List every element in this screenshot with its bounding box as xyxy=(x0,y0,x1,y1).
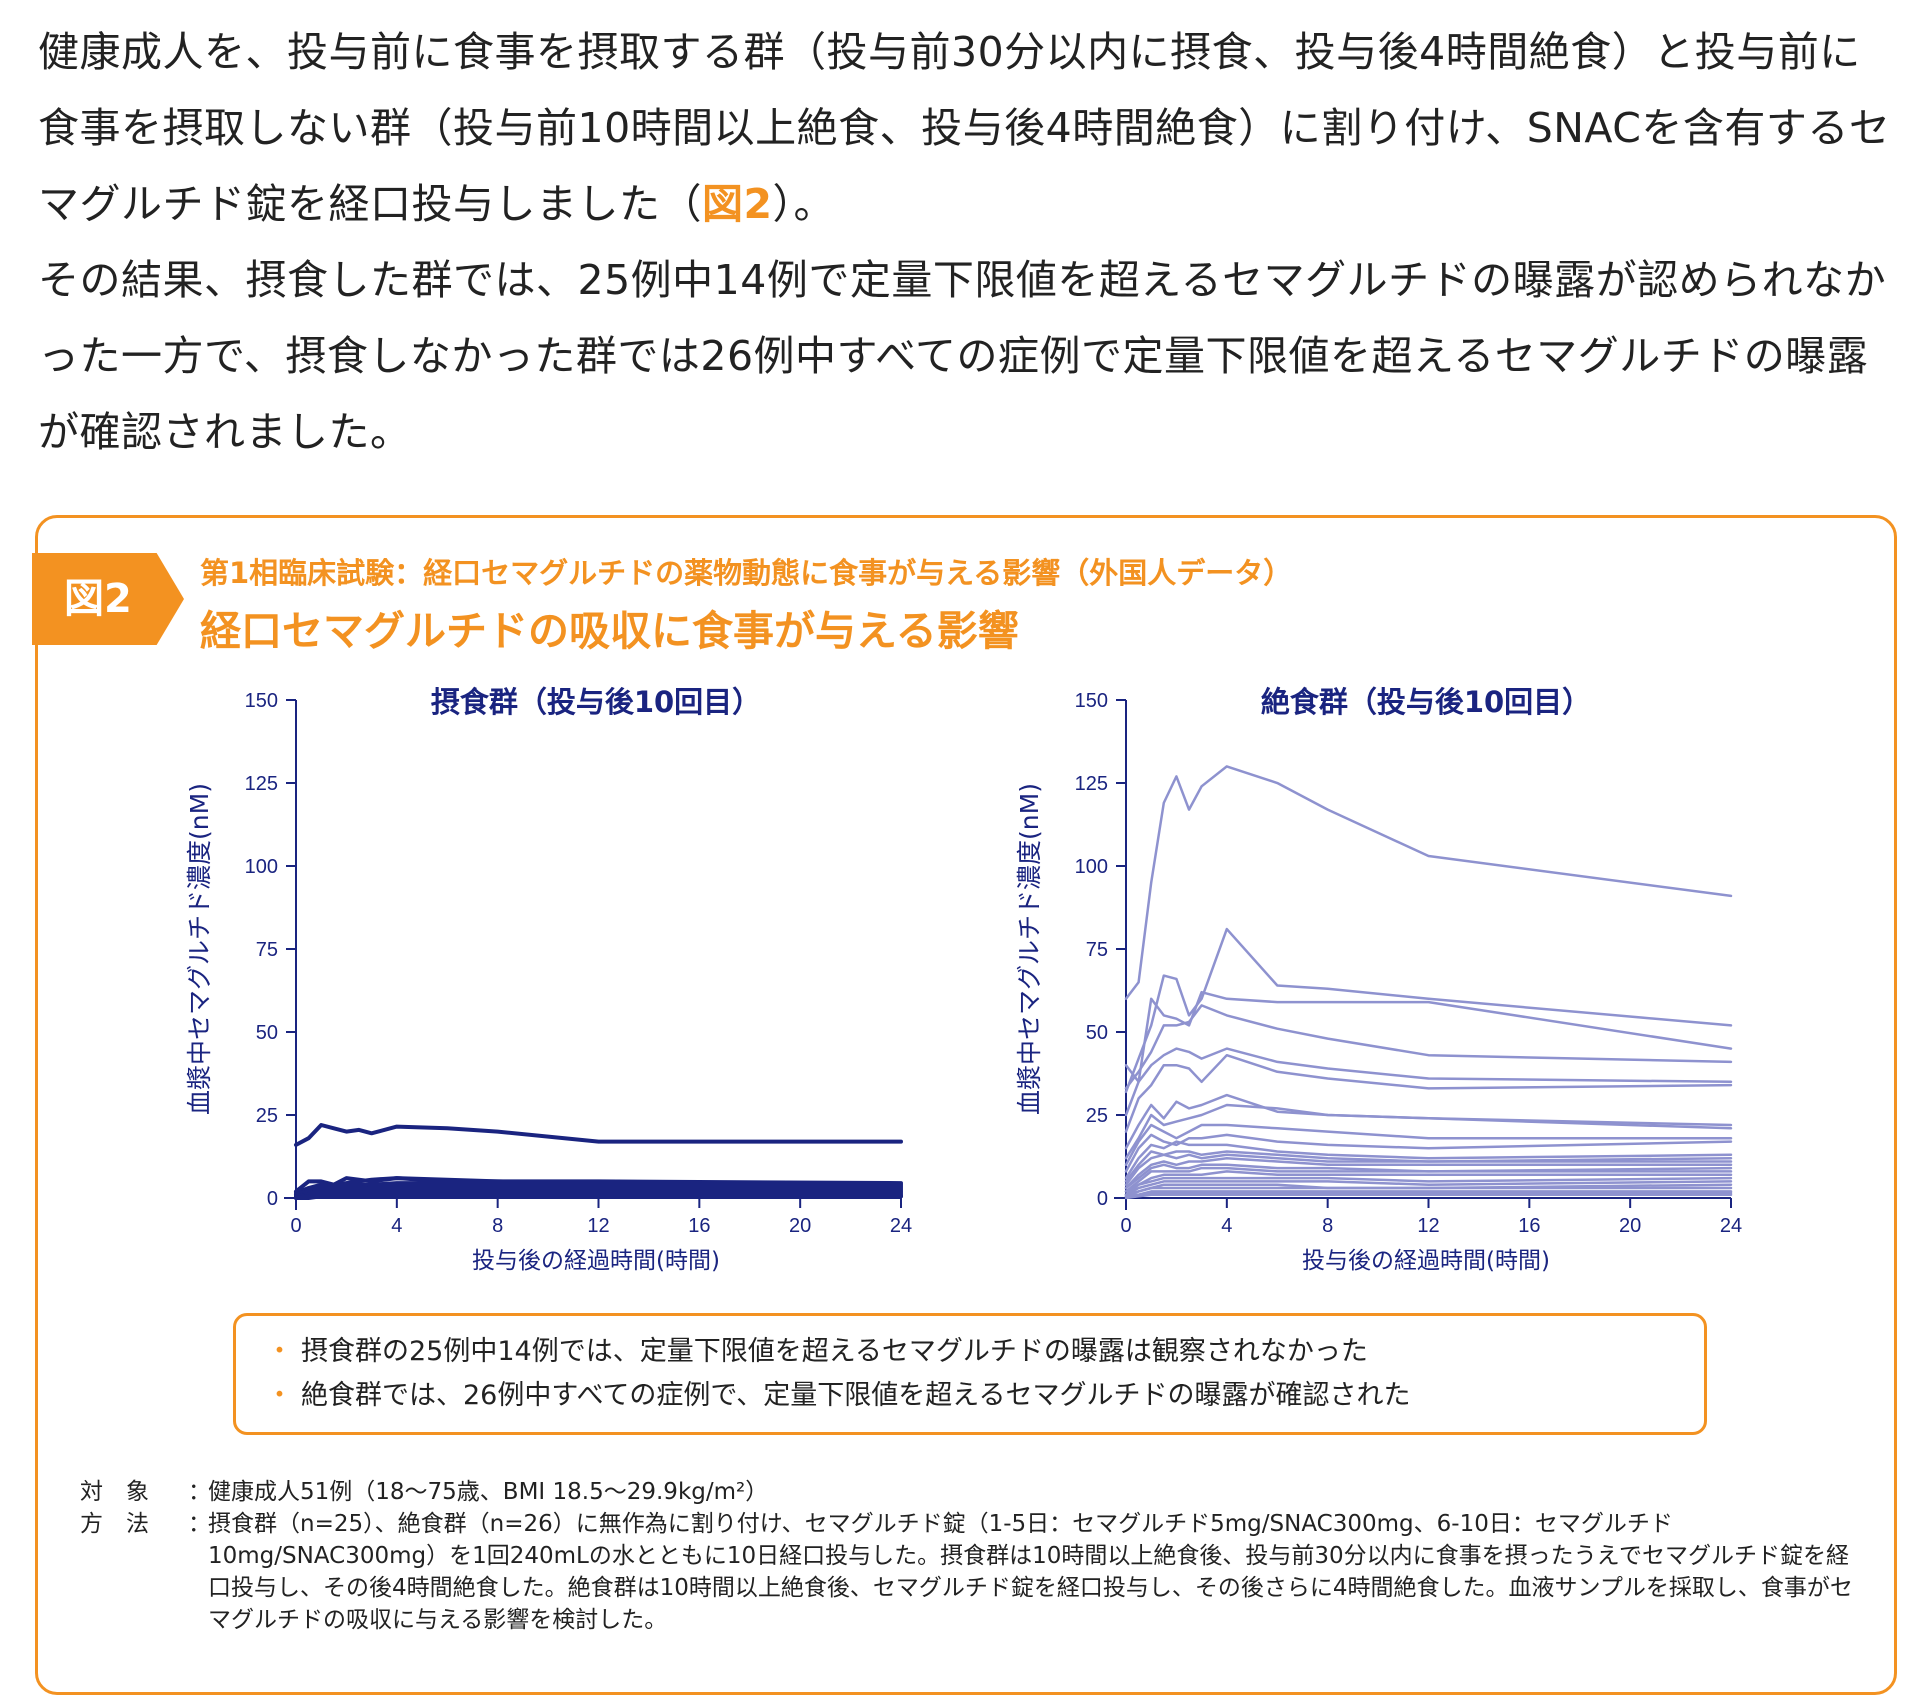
x-tick-label: 20 xyxy=(789,1215,811,1237)
subject-row: 対 象： 健康成人51例（18〜75歳、BMI 18.5〜29.9kg/m²） xyxy=(80,1476,1860,1508)
y-tick-label: 25 xyxy=(1086,1105,1108,1127)
x-tick-label: 16 xyxy=(688,1215,710,1237)
intro-paragraph-2: その結果、摂食した群では、25例中14例で定量下限値を超えるセマグルチドの曝露が… xyxy=(38,256,1887,456)
summary-text: 絶食群では、26例中すべての症例で、定量下限値を超えるセマグルチドの曝露が確認さ… xyxy=(301,1380,1411,1411)
y-tick-label: 0 xyxy=(1097,1188,1108,1210)
series-line xyxy=(1124,990,1733,1084)
series-line xyxy=(1124,1180,1733,1196)
series-line xyxy=(1124,1093,1733,1150)
x-tick-label: 0 xyxy=(290,1215,301,1237)
series-line xyxy=(1124,1191,1733,1198)
y-tick-label: 150 xyxy=(1075,690,1108,712)
series-line xyxy=(1124,1047,1733,1117)
method-label: 方 法 xyxy=(80,1511,149,1537)
y-tick-label: 50 xyxy=(1086,1022,1108,1044)
summary-item: ・摂食群の25例中14例では、定量下限値を超えるセマグルチドの曝露は観察されなか… xyxy=(266,1330,1704,1374)
figure-subtitle: 第1相臨床試験：経口セマグルチドの薬物動態に食事が与える影響（外国人データ） xyxy=(200,556,1293,590)
series-line xyxy=(1124,1163,1733,1190)
y-tick-label: 25 xyxy=(256,1105,278,1127)
series-line xyxy=(1124,1053,1733,1133)
series-line xyxy=(1124,1133,1733,1173)
figure-tag: 図2 xyxy=(32,553,184,645)
intro-paragraph-1: 健康成人を、投与前に食事を摂取する群（投与前30分以内に摂食、投与後4時間絶食）… xyxy=(38,14,1898,242)
y-tick-label: 125 xyxy=(1075,773,1108,795)
method-row: 方 法： 摂食群（n=25）、絶食群（n=26）に無作為に割り付け、セマグルチド… xyxy=(80,1508,1860,1636)
bullet: ・ xyxy=(266,1336,293,1367)
y-tick-label: 125 xyxy=(245,773,278,795)
x-tick-label: 0 xyxy=(1120,1215,1131,1237)
series-line xyxy=(294,1123,903,1147)
series-line xyxy=(1124,1150,1733,1183)
x-tick-label: 4 xyxy=(391,1215,402,1237)
subject-label: 対 象 xyxy=(80,1479,149,1505)
study-footnote: 対 象： 健康成人51例（18〜75歳、BMI 18.5〜29.9kg/m²） … xyxy=(80,1476,1860,1636)
series-line xyxy=(1124,765,1733,1001)
x-axis-label: 投与後の経過時間(時間) xyxy=(472,1248,720,1274)
figure-title: 経口セマグルチドの吸収に食事が与える影響 xyxy=(200,607,1019,655)
y-tick-label: 150 xyxy=(245,690,278,712)
x-tick-label: 4 xyxy=(1221,1215,1232,1237)
y-tick-label: 0 xyxy=(267,1188,278,1210)
x-tick-label: 12 xyxy=(1417,1215,1439,1237)
intro-text-a: 健康成人を、投与前に食事を摂取する群（投与前30分以内に摂食、投与後4時間絶食）… xyxy=(38,28,1891,228)
series-line xyxy=(1124,1123,1733,1167)
series-line xyxy=(1124,1176,1733,1196)
y-tick-label: 100 xyxy=(1075,856,1108,878)
y-axis-label: 血漿中セマグルチド濃度(nM) xyxy=(185,783,214,1115)
series-line xyxy=(1124,1156,1733,1190)
chart-title: 絶食群（投与後10回目） xyxy=(1261,685,1591,719)
series-line xyxy=(1124,1140,1733,1180)
series-line xyxy=(294,1176,903,1195)
y-tick-label: 50 xyxy=(256,1022,278,1044)
summary-item: ・絶食群では、26例中すべての症例で、定量下限値を超えるセマグルチドの曝露が確認… xyxy=(266,1374,1704,1418)
series-line xyxy=(1124,1193,1733,1200)
y-tick-label: 75 xyxy=(256,939,278,961)
fasted-group-chart: 0 25 50 75 100 125 150 0 4 8 12 16 20 24 絶食群（投与後10回目） 投… xyxy=(1015,685,1742,1274)
fed-group-chart: 0 25 50 75 100 125 150 0 4 8 12 16 20 24 摂食群（投与後10回目） 投… xyxy=(185,685,912,1274)
series-line xyxy=(1124,1103,1733,1160)
x-tick-label: 24 xyxy=(1720,1215,1742,1237)
bullet: ・ xyxy=(266,1380,293,1411)
subject-text: 健康成人51例（18〜75歳、BMI 18.5〜29.9kg/m²） xyxy=(208,1479,769,1505)
series-line xyxy=(1124,1153,1733,1186)
x-tick-label: 16 xyxy=(1518,1215,1540,1237)
x-tick-label: 12 xyxy=(587,1215,609,1237)
intro-text-b: ）。 xyxy=(772,180,836,228)
x-tick-label: 8 xyxy=(492,1215,503,1237)
series-line xyxy=(1124,1170,1733,1193)
x-tick-label: 24 xyxy=(890,1215,912,1237)
series-line xyxy=(1124,1190,1733,1198)
y-tick-label: 75 xyxy=(1086,939,1108,961)
summary-text: 摂食群の25例中14例では、定量下限値を超えるセマグルチドの曝露は観察されなかっ… xyxy=(301,1336,1368,1367)
chart-title: 摂食群（投与後10回目） xyxy=(431,685,761,719)
intro-text: 健康成人を、投与前に食事を摂取する群（投与前30分以内に摂食、投与後4時間絶食）… xyxy=(38,14,1898,470)
y-tick-label: 100 xyxy=(245,856,278,878)
x-tick-label: 20 xyxy=(1619,1215,1641,1237)
series-line xyxy=(1124,1166,1733,1193)
series-line xyxy=(1124,1004,1733,1090)
series-line xyxy=(294,1194,903,1200)
summary-box: ・摂食群の25例中14例では、定量下限値を超えるセマグルチドの曝露は観察されなか… xyxy=(233,1313,1707,1435)
method-text: 摂食群（n=25）、絶食群（n=26）に無作為に割り付け、セマグルチド錠（1-5… xyxy=(208,1511,1853,1633)
x-tick-label: 8 xyxy=(1322,1215,1333,1237)
x-axis-label: 投与後の経過時間(時間) xyxy=(1302,1248,1550,1274)
series-line xyxy=(1124,1186,1733,1198)
figure-reference[interactable]: 図2 xyxy=(702,180,773,228)
y-axis-label: 血漿中セマグルチド濃度(nM) xyxy=(1015,783,1044,1115)
